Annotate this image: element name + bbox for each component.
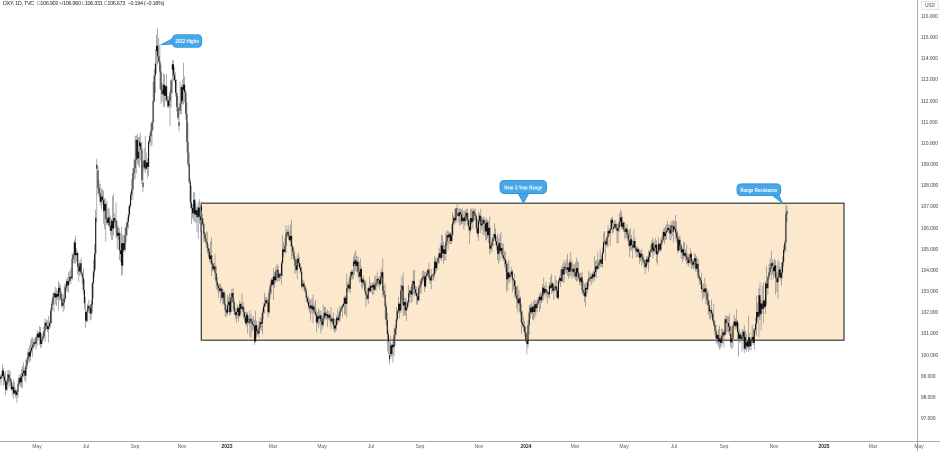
svg-text:Near 2-Year Range: Near 2-Year Range bbox=[504, 186, 542, 192]
svg-text:2022 Highs: 2022 Highs bbox=[175, 39, 199, 45]
svg-text:Range Resistance: Range Resistance bbox=[740, 188, 777, 194]
